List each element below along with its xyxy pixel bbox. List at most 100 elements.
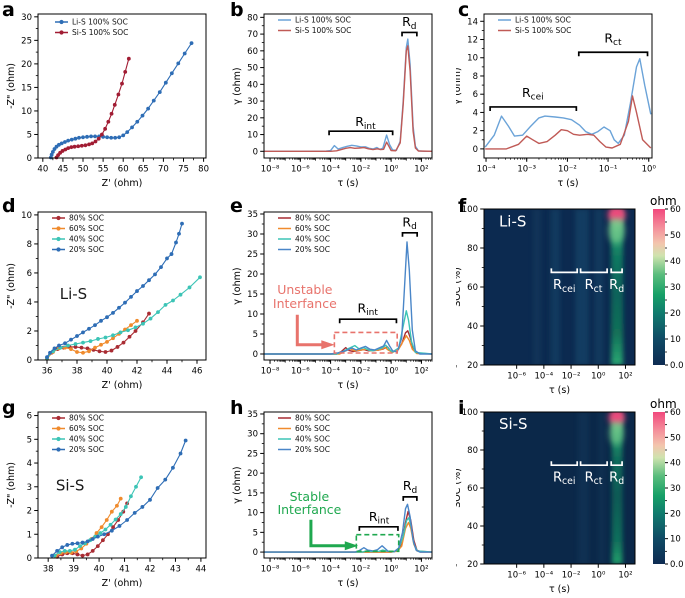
legend-label: 40% SOC <box>69 235 104 244</box>
panel-letter-h: h <box>230 397 244 419</box>
data-point <box>90 141 95 146</box>
bracket-label: Rint <box>357 300 378 318</box>
data-point <box>73 547 77 552</box>
chart-i: 10⁻⁶ 10⁻⁴ 10⁻² 10⁰ 10² 20 40 60 80 100 τ (s) SOC (%… <box>456 398 684 595</box>
y-tick-label: 10 <box>247 509 258 519</box>
data-point <box>69 137 74 142</box>
data-point <box>87 326 91 331</box>
y-tick-label: 25 <box>21 36 32 46</box>
x-tick-label: 10² <box>414 367 428 377</box>
data-point <box>88 339 93 344</box>
data-point <box>130 125 134 130</box>
data-point <box>189 41 194 46</box>
data-point <box>132 510 137 515</box>
data-point <box>89 134 93 139</box>
y-tick-label: 80 <box>467 244 478 254</box>
colorbar-tick-label: 0.0 <box>670 560 684 570</box>
data-point <box>87 142 91 147</box>
colorbar-title: ohm <box>650 196 677 208</box>
y-tick-label: 8 <box>473 72 478 82</box>
data-point <box>66 343 70 348</box>
x-tick-label: 10⁻⁶ <box>507 372 526 382</box>
x-axis-title: τ (s) <box>337 178 358 189</box>
data-point <box>126 56 131 61</box>
data-point <box>94 531 99 535</box>
bracket-label: Rd <box>402 214 416 232</box>
data-point <box>147 311 151 316</box>
x-tick-label: 46 <box>192 367 203 377</box>
data-point <box>73 342 78 346</box>
hotspot <box>609 420 624 445</box>
x-tick-label: 10⁻⁸ <box>261 565 280 575</box>
panel-c-chart: 10⁻⁴ 10⁻³ 10⁻² 10⁻¹ 10⁰ 0 2 4 6 8 10 12 14 τ (s) γ (oh… <box>456 0 685 196</box>
data-point <box>85 134 89 139</box>
y-axis-title: SOC (%) <box>456 267 463 307</box>
data-point <box>151 98 156 103</box>
bracket <box>610 461 623 467</box>
y-tick-label: 25 <box>247 250 258 260</box>
legend-swatch-marker <box>56 215 61 221</box>
x-tick-label: 43 <box>170 565 181 575</box>
data-point <box>99 525 104 530</box>
legend-swatch-marker <box>56 415 61 421</box>
y-tick-label: 60 <box>247 47 258 57</box>
y-tick-label: 10 <box>247 131 258 141</box>
data-point <box>103 527 108 532</box>
legend-label: 80% SOC <box>295 214 330 223</box>
panel-letter-i: i <box>458 397 465 419</box>
arrow-head <box>344 541 359 551</box>
x-tick-label: 10⁰ <box>384 367 399 377</box>
data-point <box>134 484 138 489</box>
hotspot <box>608 217 625 244</box>
colorbar-tick-label: 40 <box>670 459 681 469</box>
y-tick-label: 10 <box>467 54 478 64</box>
bracket <box>550 268 579 274</box>
x-tick-label: 10⁻⁸ <box>261 367 280 377</box>
y-tick-label: 2 <box>27 507 32 517</box>
data-point <box>93 134 97 139</box>
data-point <box>171 298 175 303</box>
panel-d: d 36 38 40 42 44 46 0 2 4 6 8 10 Z' (ohm) -Z" (ohm) 80… <box>0 196 228 398</box>
bracket-label: Rcei <box>553 470 576 487</box>
data-point <box>135 289 139 293</box>
data-point <box>163 80 168 85</box>
data-point <box>109 111 114 116</box>
y-axis-title: γ (ohm) <box>232 267 243 304</box>
data-point <box>147 278 151 283</box>
x-tick-label: 45 <box>58 165 69 175</box>
chart-a: 40 45 50 55 60 65 70 75 80 0 5 10 15 20 25 30 Z' (ohm) -Z… <box>6 13 209 189</box>
panel-i: i 10⁻⁶ 10⁻⁴ 10⁻² 10⁰ 10² 20 40 60 80 100 τ (s) SOC … <box>456 398 685 598</box>
data-point <box>163 477 168 482</box>
panel-g: g 38 39 40 41 42 43 44 0 1 2 3 4 5 6 Z' (ohm) -Z" (ohm)… <box>0 398 228 598</box>
data-point <box>69 337 73 342</box>
data-point <box>87 349 91 354</box>
data-point <box>69 347 73 352</box>
data-point <box>77 135 81 140</box>
y-tick-label: 0 <box>253 350 258 360</box>
bracket <box>401 231 419 237</box>
annotation-text: Li-S <box>60 285 87 303</box>
data-point <box>115 345 120 349</box>
faint-band <box>550 209 561 365</box>
y-tick-label: 20 <box>247 114 258 124</box>
annotation-text: Unstable <box>277 282 333 297</box>
plot-border <box>37 411 207 559</box>
data-point <box>85 346 90 351</box>
legend-label: 20% SOC <box>295 445 330 454</box>
data-point <box>66 146 71 151</box>
heatmap-background <box>484 412 635 564</box>
data-point <box>117 135 122 140</box>
data-point <box>103 350 108 354</box>
bracket <box>402 495 418 501</box>
legend-label: 60% SOC <box>295 424 330 433</box>
y-tick-label: 0 <box>27 154 32 164</box>
chart-b: 10⁻⁸ 10⁻⁶ 10⁻⁴ 10⁻² 10⁰ 10² 0 10 20 30 40 50 60 70 80 τ… <box>232 13 433 189</box>
data-point <box>97 349 102 354</box>
data-point <box>169 252 174 256</box>
data-point <box>93 345 97 350</box>
data-point <box>73 136 78 141</box>
data-point <box>104 518 109 522</box>
data-point <box>118 512 123 516</box>
